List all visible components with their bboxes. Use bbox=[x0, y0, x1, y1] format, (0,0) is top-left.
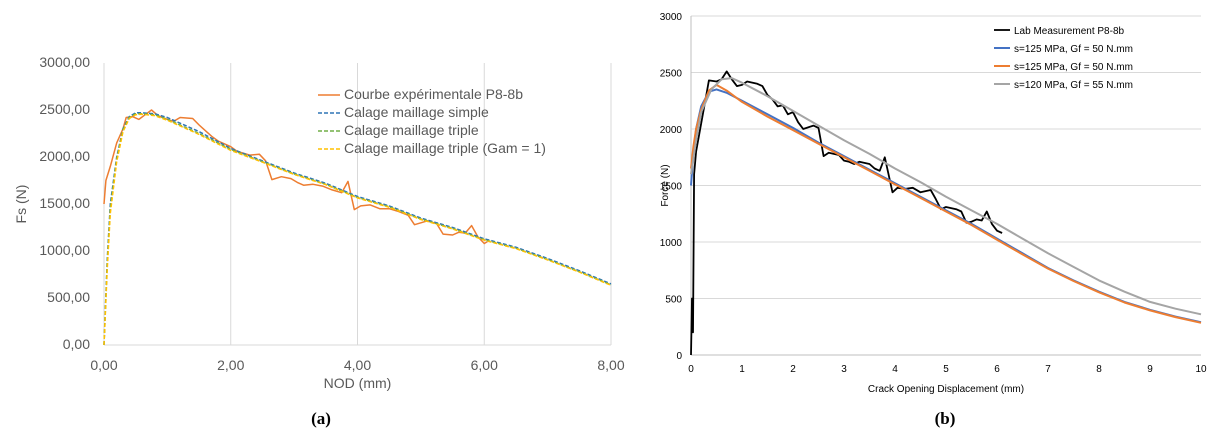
x-tick-label: 10 bbox=[1195, 364, 1207, 375]
x-tick-label: 4,00 bbox=[344, 357, 371, 373]
x-tick-label: 2,00 bbox=[217, 357, 244, 373]
x-tick-label: 6 bbox=[994, 364, 1000, 375]
y-axis-title: Fs (N) bbox=[13, 185, 29, 224]
y-tick-label: 500,00 bbox=[47, 289, 90, 305]
x-tick-label: 0 bbox=[688, 364, 694, 375]
y-tick-label: 3000 bbox=[660, 12, 683, 23]
x-tick-label: 5 bbox=[943, 364, 949, 375]
legend-label: s=120 MPa, Gf = 55 N.mm bbox=[1014, 80, 1133, 91]
chart-a: 0,00 2,00 4,00 6,00 8,00 0,00 500,00 1000,00 150… bbox=[13, 54, 625, 428]
x-tick-label: 8,00 bbox=[597, 357, 624, 373]
series-line-1 bbox=[690, 88, 1202, 324]
legend-label: s=125 MPa, Gf = 50 N.mm bbox=[1014, 62, 1133, 73]
x-tick-label: 3 bbox=[841, 364, 847, 375]
y-tick-label: 1500,00 bbox=[39, 195, 90, 211]
legend-label: Calage maillage triple (Gam = 1) bbox=[344, 140, 546, 156]
y-tick-label: 2000 bbox=[660, 125, 683, 136]
legend-label: Lab Measurement P8-8b bbox=[1014, 26, 1125, 37]
series-line-0 bbox=[690, 70, 1003, 356]
series-line-3 bbox=[103, 113, 612, 346]
x-tick-label: 8 bbox=[1096, 364, 1102, 375]
legend-label: s=125 MPa, Gf = 50 N.mm bbox=[1014, 44, 1133, 55]
x-tick-label: 0,00 bbox=[90, 357, 117, 373]
y-tick-label: 3000,00 bbox=[39, 54, 90, 70]
x-tick-label: 9 bbox=[1147, 364, 1153, 375]
y-tick-label: 1500 bbox=[660, 182, 683, 193]
legend-label: Courbe expérimentale P8-8b bbox=[344, 86, 523, 102]
y-tick-label: 1000 bbox=[660, 238, 683, 249]
x-tick-label: 4 bbox=[892, 364, 898, 375]
y-tick-label: 500 bbox=[665, 295, 682, 306]
y-tick-label: 2500 bbox=[660, 69, 683, 80]
x-axis-title: NOD (mm) bbox=[324, 375, 392, 391]
x-tick-label: 2 bbox=[790, 364, 796, 375]
legend-label: Calage maillage triple bbox=[344, 122, 479, 138]
x-axis-title: Crack Opening Displacement (mm) bbox=[868, 384, 1024, 395]
y-tick-label: 2000,00 bbox=[39, 148, 90, 164]
chart-b: 0 1 2 3 4 5 6 7 8 9 10 0 500 1000 1500 2000 2500 3000 Crac… bbox=[660, 12, 1207, 428]
series-line-2 bbox=[690, 83, 1202, 324]
x-tick-label: 6,00 bbox=[471, 357, 498, 373]
y-tick-label: 1000,00 bbox=[39, 242, 90, 258]
y-tick-label: 0 bbox=[676, 351, 682, 362]
panel-label: (b) bbox=[935, 409, 956, 428]
y-tick-label: 0,00 bbox=[63, 336, 90, 352]
y-axis-title: Force (N) bbox=[660, 164, 671, 206]
y-tick-label: 2500,00 bbox=[39, 101, 90, 117]
x-tick-label: 7 bbox=[1045, 364, 1051, 375]
panel-label: (a) bbox=[311, 409, 331, 428]
legend-label: Calage maillage simple bbox=[344, 104, 489, 120]
series-line-3 bbox=[690, 77, 1202, 316]
x-tick-label: 1 bbox=[739, 364, 745, 375]
